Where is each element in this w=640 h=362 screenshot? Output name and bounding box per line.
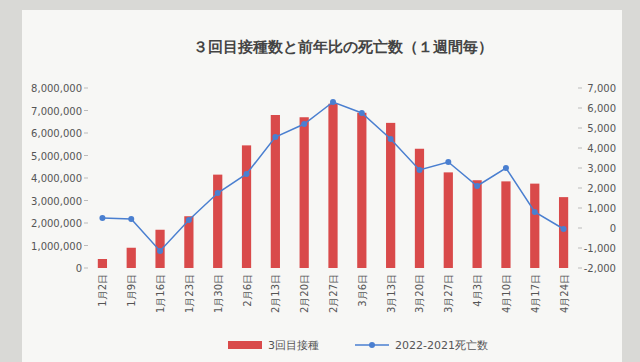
y2-tick <box>578 108 582 109</box>
y2-tick-label: 7,000 <box>587 83 616 94</box>
bar <box>300 117 309 268</box>
paper <box>22 10 622 362</box>
y-tick <box>84 178 88 179</box>
bar <box>501 181 510 268</box>
bar <box>386 123 395 268</box>
y-tick <box>84 133 88 134</box>
marker <box>301 121 307 127</box>
legend-label: 2022-2021死亡数 <box>395 339 488 352</box>
y2-tick <box>578 248 582 249</box>
y2-tick-label: 0 <box>610 223 616 234</box>
x-tick-label: 2月27日 <box>328 274 339 313</box>
x-tick-label: 1月9日 <box>126 274 137 307</box>
x-tick-label: 2月20日 <box>299 274 310 313</box>
bar <box>127 248 136 268</box>
y-tick-label: 8,000,000 <box>31 83 82 94</box>
y2-tick-label: 5,000 <box>587 123 616 134</box>
x-tick-label: 3月20日 <box>414 274 425 313</box>
marker <box>532 209 538 215</box>
y2-tick <box>578 88 582 89</box>
y-tick <box>84 110 88 111</box>
y-tick <box>84 88 88 89</box>
title: ３回目接種数と前年比の死亡数（１週間毎） <box>193 38 493 56</box>
y2-tick-label: 4,000 <box>587 143 616 154</box>
x-tick-label: 3月13日 <box>386 274 397 313</box>
y-tick-label: 3,000,000 <box>31 196 82 207</box>
x-tick-label: 1月16日 <box>155 274 166 313</box>
marker <box>416 167 422 173</box>
y-tick-label: 0 <box>76 263 82 274</box>
x-tick-label: 1月2日 <box>97 274 108 307</box>
bar <box>530 184 539 268</box>
bar <box>98 259 107 268</box>
y-tick <box>84 200 88 201</box>
y-tick-label: 1,000,000 <box>31 241 82 252</box>
legend-label: 3回目接種 <box>268 339 319 352</box>
marker <box>388 136 394 142</box>
marker <box>244 171 250 177</box>
y2-tick <box>578 168 582 169</box>
bar <box>242 145 251 268</box>
bar <box>473 180 482 268</box>
marker <box>474 183 480 189</box>
x-tick-label: 2月6日 <box>242 274 253 307</box>
y2-tick <box>578 188 582 189</box>
x-tick-label: 3月27日 <box>443 274 454 313</box>
chart: ３回目接種数と前年比の死亡数（１週間毎） 0 1,000,000 2,000,000 3… <box>0 0 640 362</box>
x-tick-label: 3月6日 <box>357 274 368 307</box>
y2-tick-label: 3,000 <box>587 163 616 174</box>
y2-tick-label: 6,000 <box>587 103 616 114</box>
y-tick-label: 2,000,000 <box>31 218 82 229</box>
bar <box>357 113 366 268</box>
marker <box>215 190 221 196</box>
line <box>102 102 563 251</box>
marker <box>561 226 567 232</box>
y-tick-label: 5,000,000 <box>31 151 82 162</box>
marker <box>128 216 134 222</box>
legend-swatch <box>369 342 375 348</box>
x-tick-label: 2月13日 <box>270 274 281 313</box>
marker <box>503 165 509 171</box>
bar <box>155 230 164 268</box>
plot-area <box>98 99 568 268</box>
y-tick <box>84 223 88 224</box>
legend-swatch <box>228 341 262 349</box>
y2-tick <box>578 208 582 209</box>
y-tick <box>84 245 88 246</box>
bar <box>328 104 337 268</box>
marker <box>359 110 365 116</box>
x-tick-label: 4月10日 <box>501 274 512 313</box>
bar <box>559 197 568 268</box>
y2-tick-label: -2,000 <box>584 263 616 274</box>
y-tick <box>84 268 88 269</box>
legend: 3回目接種 2022-2021死亡数 <box>228 339 488 352</box>
marker <box>272 134 278 140</box>
y2-tick <box>578 228 582 229</box>
y2-tick <box>578 148 582 149</box>
y2-tick-label: 1,000 <box>587 203 616 214</box>
bar <box>271 115 280 268</box>
y-tick <box>84 155 88 156</box>
x-tick-label: 4月3日 <box>472 274 483 307</box>
x-tick-label: 1月23日 <box>184 274 195 313</box>
y2-tick <box>578 268 582 269</box>
y-tick-label: 4,000,000 <box>31 173 82 184</box>
y2-tick <box>578 128 582 129</box>
x-tick-label: 4月17日 <box>530 274 541 313</box>
marker <box>157 248 163 254</box>
x-tick-label: 4月24日 <box>559 274 570 313</box>
y-tick-label: 6,000,000 <box>31 128 82 139</box>
bar <box>444 172 453 268</box>
marker <box>330 99 336 105</box>
bar <box>213 175 222 268</box>
marker <box>99 215 105 221</box>
y-tick-label: 7,000,000 <box>31 106 82 117</box>
y2-tick-label: 2,000 <box>587 183 616 194</box>
y2-tick-label: -1,000 <box>584 243 616 254</box>
x-tick-label: 1月30日 <box>213 274 224 313</box>
marker <box>445 159 451 165</box>
marker <box>186 217 192 223</box>
